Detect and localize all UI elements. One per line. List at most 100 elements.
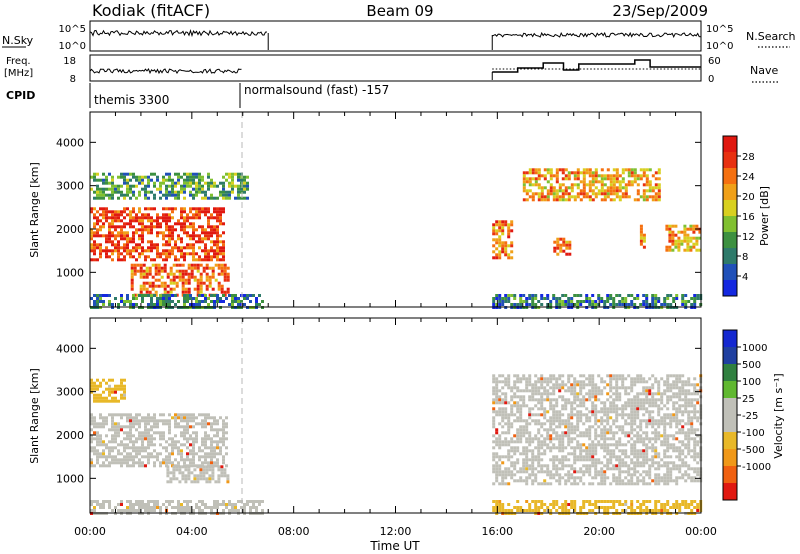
velocity-echo-cell (237, 509, 240, 512)
power-echo-cell (174, 190, 177, 194)
power-echo-cell (237, 303, 240, 306)
velocity-echo-cell (193, 480, 197, 484)
velocity-echo-cell (669, 413, 673, 417)
power-echo-cell (90, 207, 93, 211)
power-echo-cell (684, 294, 688, 297)
power-echo-cell (219, 252, 222, 256)
velocity-echo-cell (612, 374, 616, 378)
power-echo-cell (501, 226, 505, 230)
velocity-echo-cell (510, 470, 514, 474)
power-echo-cell (126, 240, 129, 244)
power-echo-cell (633, 303, 637, 306)
power-echo-cell (111, 225, 114, 229)
velocity-echo-cell (147, 434, 150, 438)
velocity-echo-cell (591, 404, 595, 408)
power-echo-cell (193, 266, 197, 270)
power-echo-cell (120, 300, 123, 303)
velocity-echo-cell (636, 425, 640, 429)
power-echo-cell (105, 255, 108, 259)
velocity-echo-cell (621, 383, 625, 387)
power-echo-cell (573, 294, 577, 297)
velocity-echo-cell (552, 419, 556, 423)
power-echo-cell (618, 183, 622, 187)
power-echo-cell (159, 222, 162, 226)
velocity-echo-cell (606, 392, 610, 396)
velocity-x-ticks (89, 318, 702, 513)
velocity-echo-cell (174, 422, 177, 426)
velocity-echo-cell (507, 509, 511, 512)
velocity-echo-cell (612, 419, 616, 423)
power-echo-cell (645, 180, 649, 184)
power-echo-cell (555, 177, 559, 181)
velocity-echo-cell (639, 473, 643, 477)
power-echo-cell (199, 284, 203, 288)
velocity-echo-cell (615, 395, 619, 399)
velocity-echo-cell (180, 416, 183, 420)
power-echo-cell (228, 196, 231, 200)
velocity-echo-cell (193, 468, 197, 472)
velocity-echo-cell (555, 410, 559, 414)
power-echo-cell (255, 303, 258, 306)
velocity-echo-cell (642, 449, 646, 453)
velocity-echo-cell (147, 416, 150, 420)
power-echo-cell (198, 210, 201, 214)
power-echo-cell (138, 219, 141, 223)
velocity-echo-cell (114, 461, 117, 465)
velocity-echo-cell (645, 419, 649, 423)
power-echo-cell (654, 198, 658, 202)
power-echo-cell (615, 195, 619, 199)
velocity-echo-cell (210, 455, 213, 459)
velocity-echo-cell (198, 422, 201, 426)
power-echo-cell (555, 192, 559, 196)
velocity-echo-cell (522, 395, 526, 399)
power-echo-cell (183, 300, 186, 303)
power-echo-cell (216, 300, 219, 303)
power-echo-cell (525, 180, 529, 184)
velocity-echo-cell (120, 384, 123, 388)
velocity-echo-cell (615, 440, 619, 444)
velocity-echo-cell (648, 437, 652, 441)
power-echo-cell (190, 275, 194, 279)
velocity-echo-cell (537, 461, 541, 465)
velocity-echo-cell (594, 419, 598, 423)
power-echo-cell (507, 229, 511, 233)
velocity-echo-cell (492, 380, 496, 384)
power-echo-cell (594, 171, 598, 175)
velocity-echo-cell (519, 431, 523, 435)
power-echo-cell (612, 180, 616, 184)
power-echo-cell (102, 187, 105, 191)
velocity-echo-cell (618, 479, 622, 483)
velocity-echo-cell (498, 440, 502, 444)
velocity-echo-cell (522, 461, 526, 465)
velocity-echo-cell (591, 410, 595, 414)
power-echo-cell (141, 175, 144, 179)
power-echo-cell (96, 193, 99, 197)
power-echo-cell (522, 171, 526, 175)
velocity-echo-cell (510, 437, 514, 441)
velocity-echo-cell (603, 464, 607, 468)
velocity-echo-cell (498, 410, 502, 414)
power-echo-cell (130, 278, 134, 282)
velocity-echo-cell (522, 389, 526, 393)
velocity-echo-cell (171, 500, 174, 503)
velocity-echo-cell (213, 449, 216, 453)
velocity-echo-cell (675, 482, 679, 486)
velocity-echo-cell (681, 419, 685, 423)
velocity-echo-cell (693, 377, 697, 381)
velocity-echo-cell (681, 443, 685, 447)
power-echo-cell (132, 219, 135, 223)
velocity-echo-cell (501, 413, 505, 417)
power-echo-cell (567, 300, 571, 303)
power-echo-cell (198, 178, 201, 182)
power-echo-cell (543, 186, 547, 190)
velocity-echo-cell (222, 461, 225, 465)
velocity-echo-cell (651, 446, 655, 450)
power-echo-cell (114, 213, 117, 217)
velocity-echo-cell (132, 506, 135, 509)
power-echo-cell (522, 186, 526, 190)
power-echo-cell (183, 303, 186, 306)
velocity-echo-cell (648, 416, 652, 420)
velocity-echo-cell (606, 413, 610, 417)
power-echo-cell (186, 225, 189, 229)
velocity-echo-cell (576, 413, 580, 417)
